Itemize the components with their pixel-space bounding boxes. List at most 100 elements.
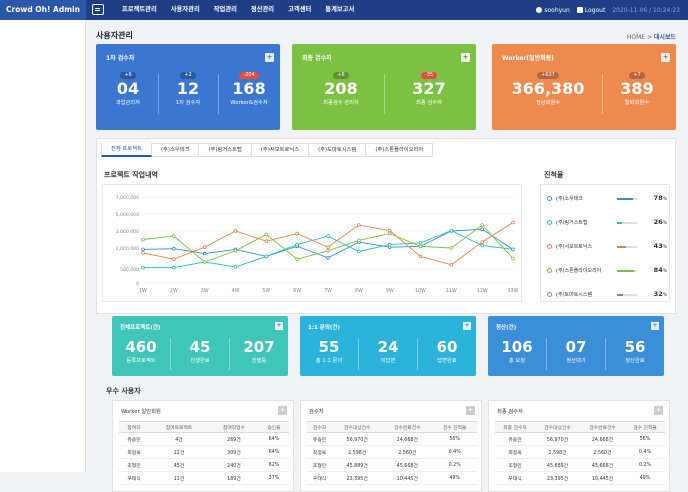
table-row[interactable]: 조형민 45,889건 45,668건 0.2%: [307, 458, 477, 472]
x-tick-label: 10W: [415, 288, 426, 294]
stat-label: 진행완료: [190, 358, 210, 364]
data-point: [357, 238, 361, 243]
user-menu[interactable]: soohyun: [536, 7, 570, 14]
progress-bar: [617, 270, 637, 272]
tab-company-3[interactable]: (주)서보트로닉스: [251, 143, 310, 157]
card-add-button[interactable]: +: [651, 322, 659, 330]
table-cell: 조형민: [307, 458, 333, 472]
tab-company-2[interactable]: (주)링거스트랩: [199, 143, 252, 157]
stat-number: 60: [436, 338, 458, 356]
stat-badge: +637: [537, 72, 559, 79]
nav-item-settlement[interactable]: 정산관리: [250, 6, 275, 13]
table-cell: 56%: [432, 432, 477, 446]
card-add-button[interactable]: +: [275, 322, 283, 330]
table-row[interactable]: 우태식 23,395건 10,445건 49%: [495, 471, 665, 485]
table-cell: 11건: [149, 471, 209, 485]
column-header: 승인율: [258, 421, 289, 433]
table-cell: 240건: [208, 458, 259, 472]
x-tick-label: 1W: [139, 288, 147, 294]
table-row[interactable]: 우태식 11건 189건 37%: [119, 471, 289, 485]
table-cell: 유승민: [495, 432, 536, 446]
table-row[interactable]: 최정욱 22건 309건 64%: [119, 445, 289, 459]
table-cell: 최정욱: [495, 445, 536, 459]
stat-label: 정산완료: [625, 358, 645, 364]
logout-link[interactable]: Logout: [576, 7, 605, 14]
table-cell: 0.4%: [624, 445, 665, 459]
progress-value: 26%: [654, 218, 667, 226]
table-cell: 189건: [208, 471, 259, 485]
table-cell: 309건: [208, 445, 259, 459]
card-add-button[interactable]: +: [461, 53, 470, 62]
stat-number: 56: [624, 338, 646, 356]
nav-item-projects[interactable]: 프로젝트관리: [122, 6, 157, 13]
progress-dot-icon: [547, 268, 552, 273]
data-point: [172, 257, 176, 261]
card-add-button[interactable]: +: [463, 322, 471, 330]
table-row[interactable]: 유승민 56,970건 24,668건 56%: [307, 432, 477, 446]
breadcrumb-home[interactable]: HOME: [626, 34, 646, 41]
progress-number: 32: [653, 290, 663, 298]
main-nav: 프로젝트관리 사용자관리 작업관리 정산관리 고객센터 통계보고서: [122, 0, 354, 20]
brand-logo[interactable]: Crowd Oh! Admin: [0, 0, 86, 20]
divider: [546, 338, 547, 370]
progress-number: 84: [653, 266, 663, 274]
menu-toggle-icon[interactable]: [92, 4, 104, 15]
table-add-button[interactable]: +: [654, 406, 663, 415]
column-header: 검수완료건수: [579, 421, 625, 433]
stat-label: 진행중: [251, 358, 267, 364]
divider: [158, 74, 159, 114]
table-add-button[interactable]: +: [466, 406, 475, 415]
data-point: [357, 249, 361, 254]
card-worker: Worker(일반회원) + +637 366,380 정상회원수 +7 389…: [492, 44, 676, 130]
column-header: 참여프로젝트: [149, 421, 209, 433]
table-row[interactable]: 최정욱 2,598건 2,560건 0.4%: [307, 445, 477, 459]
stat-worker-inspector: -204 168 Worker&검수자: [220, 71, 278, 106]
progress-unit: %: [662, 221, 667, 226]
stat-number: 460: [125, 338, 157, 356]
tab-company-1[interactable]: (주)소우테크: [151, 143, 200, 157]
tab-company-5[interactable]: (주)스톤플라이오리아: [366, 143, 434, 157]
stat-settled: 56 정산완료: [606, 338, 664, 365]
divider: [605, 338, 606, 370]
table-row[interactable]: 우태식 23,395건 10,445건 49%: [307, 471, 477, 485]
nav-item-reports[interactable]: 통계보고서: [325, 6, 355, 13]
table-row[interactable]: 유승민 4건 269건 64%: [119, 432, 289, 446]
data-point: [295, 231, 299, 236]
column-header: 검수완료건수: [382, 421, 433, 433]
stat-number: 106: [501, 338, 533, 356]
table-add-button[interactable]: +: [278, 406, 287, 415]
table-cell: 우태식: [495, 471, 536, 485]
progress-dot-icon: [547, 196, 552, 201]
nav-item-support[interactable]: 고객센터: [288, 6, 312, 13]
data-point: [202, 260, 207, 264]
column-header: 검수 진척율: [624, 421, 665, 433]
card-add-button[interactable]: +: [265, 53, 274, 62]
table-cell: 64%: [258, 445, 289, 459]
card-title: 1:1 문의(건): [308, 325, 340, 331]
column-header: 검수대상건수: [535, 421, 580, 433]
y-tick-label: 2,000,000: [116, 246, 139, 252]
stat-answered: 60 답변완료: [418, 338, 476, 365]
data-point: [357, 223, 361, 227]
table-cell: 37%: [258, 471, 289, 485]
table-title: Worker 일반회원: [121, 409, 161, 415]
card-add-button[interactable]: +: [661, 53, 670, 62]
nav-item-tasks[interactable]: 작업관리: [213, 6, 237, 13]
stat-total-requests: 106 총 요청: [488, 338, 546, 365]
tab-company-4[interactable]: (주)도마토시스템: [309, 143, 367, 157]
x-tick-label: 12W: [477, 288, 488, 294]
table-row[interactable]: 최정욱 2,598건 2,560건 0.4%: [495, 445, 665, 459]
table-cell: 2,598건: [535, 445, 580, 459]
stat-label: 정산대기: [566, 358, 586, 364]
table-cell: 23,395건: [535, 471, 580, 485]
table-row[interactable]: 유승민 56,970건 24,668건 56%: [495, 432, 665, 446]
top-user-table-card: 최종 검수자 + 최종 검수자 검수대상건수 검수완료건수 검수 진척율 유승민 56,970…: [488, 400, 670, 492]
table-title: 검수자: [309, 409, 324, 415]
nav-item-users[interactable]: 사용자관리: [170, 6, 200, 13]
table-row[interactable]: 조형민 45건 240건 62%: [119, 458, 289, 472]
card-title: Worker(일반회원): [502, 55, 554, 62]
data-point: [295, 242, 299, 247]
progress-bar: [617, 246, 637, 248]
tab-all-projects[interactable]: 전체 프로젝트: [101, 143, 152, 157]
table-row[interactable]: 조형민 45,889건 45,668건 0.2%: [495, 458, 665, 472]
